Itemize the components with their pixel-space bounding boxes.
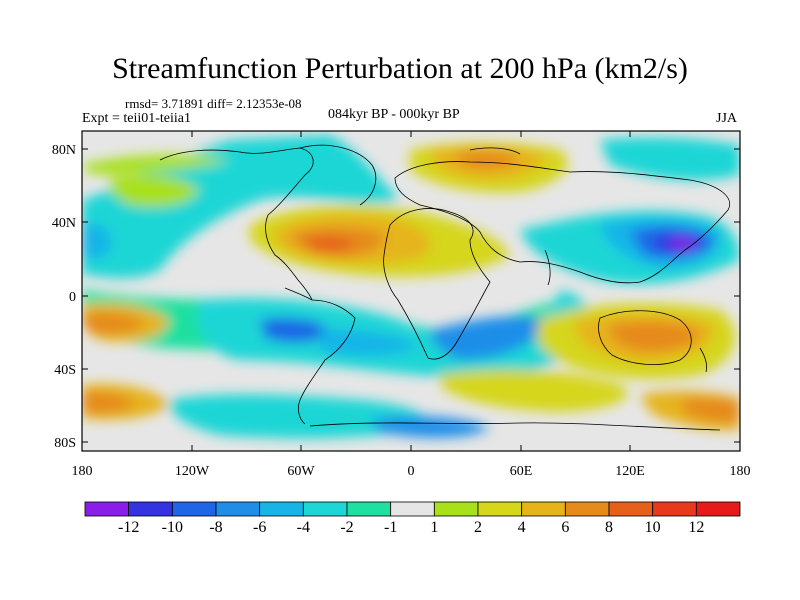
colorbar-swatch xyxy=(652,501,697,517)
lon-tick-label: 120W xyxy=(175,464,210,479)
colorbar-label: -6 xyxy=(253,519,266,536)
period-label: 084kyr BP - 000kyr BP xyxy=(328,107,460,122)
streamfunction-field xyxy=(82,131,740,451)
lon-tick-label: 60W xyxy=(287,464,315,479)
colorbar-label: 10 xyxy=(645,519,661,536)
colorbar-swatch xyxy=(84,501,130,517)
colorbar-swatch xyxy=(564,501,610,517)
lon-tick-label: 180 xyxy=(730,464,751,479)
colorbar-swatch xyxy=(608,501,654,517)
colorbar-swatch xyxy=(171,501,217,517)
colorbar-swatch xyxy=(521,501,566,517)
colorbar-swatch xyxy=(433,501,479,517)
longitude-axis: 180 120W 60W 0 60E 120E 180 xyxy=(72,131,751,479)
lat-tick-label: 0 xyxy=(69,290,76,305)
colorbar-swatch xyxy=(477,501,523,517)
lon-tick-label: 180 xyxy=(72,464,93,479)
colorbar: -12 -10 -8 -6 -4 -2 -1 1 2 4 6 8 10 12 xyxy=(84,501,741,536)
colorbar-swatch xyxy=(346,501,392,517)
colorbar-label: 4 xyxy=(518,519,526,536)
coastlines xyxy=(159,144,730,431)
statistics-text: rmsd= 3.71891 diff= 2.12353e-08 xyxy=(125,96,302,111)
lat-tick-label: 80S xyxy=(54,436,76,451)
colorbar-label: -8 xyxy=(209,519,222,536)
colorbar-label: 6 xyxy=(561,519,569,536)
lat-tick-label: 40S xyxy=(54,363,76,378)
latitude-axis: 80N 40N 0 40S 80S xyxy=(52,143,740,451)
lat-tick-label: 80N xyxy=(52,143,76,158)
experiment-label: Expt = teii01-teiia1 xyxy=(82,111,191,126)
colorbar-swatch xyxy=(302,501,348,517)
map-title: Streamfunction Perturbation at 200 hPa (… xyxy=(112,52,688,85)
lon-tick-label: 0 xyxy=(408,464,415,479)
lon-tick-label: 120E xyxy=(615,464,645,479)
colorbar-label: -4 xyxy=(297,519,310,536)
colorbar-swatch xyxy=(259,501,304,517)
colorbar-label: -12 xyxy=(118,519,139,536)
lat-tick-label: 40N xyxy=(52,216,76,231)
colorbar-label: 8 xyxy=(605,519,613,536)
colorbar-label: -2 xyxy=(340,519,353,536)
colorbar-label: 1 xyxy=(430,519,438,536)
colorbar-label: -10 xyxy=(162,519,183,536)
lon-tick-label: 60E xyxy=(510,464,533,479)
colorbar-swatch xyxy=(215,501,261,517)
season-label: JJA xyxy=(716,111,738,126)
colorbar-label: 2 xyxy=(474,519,482,536)
colorbar-label: 12 xyxy=(688,519,704,536)
colorbar-swatch xyxy=(390,501,435,517)
colorbar-label: -1 xyxy=(384,519,397,536)
colorbar-swatch xyxy=(128,501,173,517)
colorbar-swatch xyxy=(695,501,741,517)
